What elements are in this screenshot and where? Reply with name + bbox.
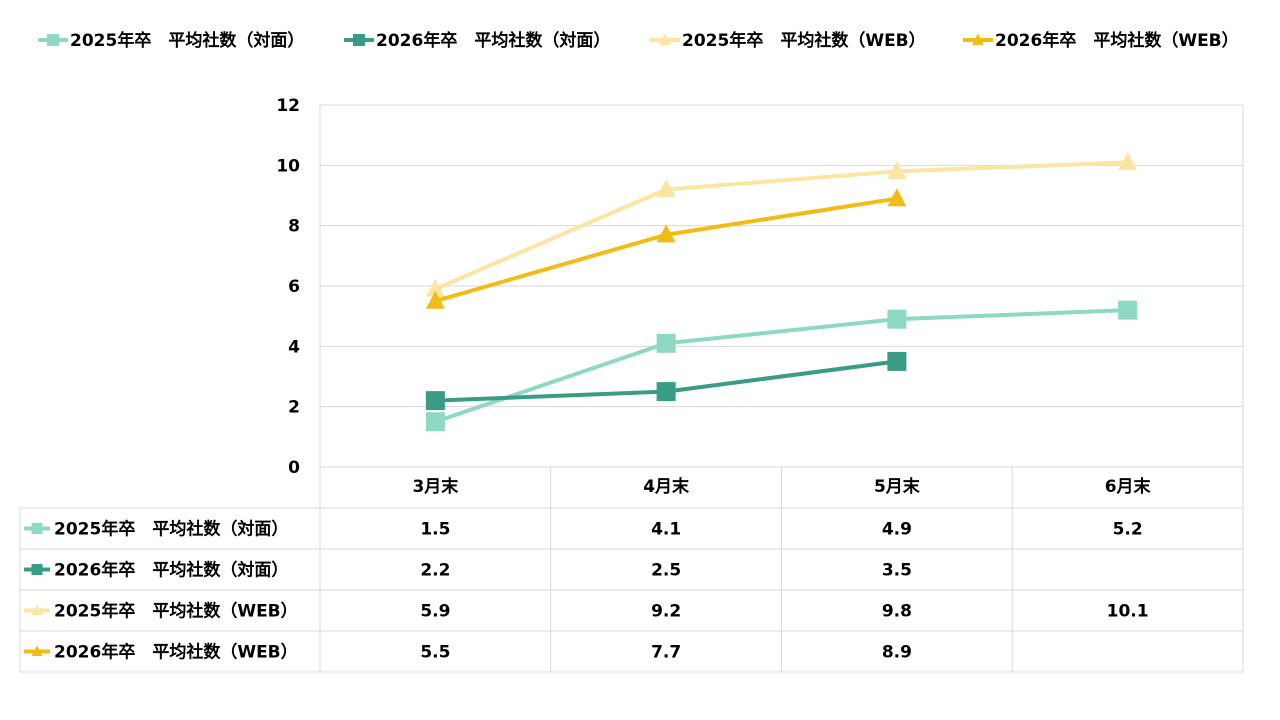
table-swatch-marker xyxy=(31,645,43,656)
y-tick-label: 10 xyxy=(276,156,300,176)
data-label: 3.5 xyxy=(882,561,912,581)
series-group xyxy=(425,351,907,411)
y-tick-label: 8 xyxy=(288,217,300,237)
data-label: 8.9 xyxy=(882,643,912,663)
y-tick-label: 0 xyxy=(288,458,300,478)
data-point xyxy=(1118,152,1138,171)
data-label: 1.5 xyxy=(420,520,450,540)
data-point xyxy=(1118,300,1138,320)
legend-label: 2025年卒 平均社数（対面） xyxy=(70,30,304,51)
legend-swatch-marker xyxy=(47,34,59,46)
data-point xyxy=(425,278,445,297)
series-line xyxy=(434,160,1128,291)
series-group xyxy=(425,188,907,309)
data-label: 5.2 xyxy=(1113,520,1143,540)
table-swatch-marker xyxy=(31,604,43,615)
data-table: 3月末 4月末 5月末 6月末 2025年卒 平均社数（対面） 1.5 4.1 4.9 5.2 2… xyxy=(19,466,1244,673)
data-label: 9.2 xyxy=(651,602,681,622)
data-label: 10.1 xyxy=(1107,602,1149,622)
table-swatch-marker xyxy=(31,564,43,575)
y-tick-label: 6 xyxy=(288,277,300,297)
y-tick-label: 4 xyxy=(288,337,300,357)
x-tick-label: 4月末 xyxy=(643,476,690,497)
legend-swatch-marker xyxy=(972,33,984,45)
series-line xyxy=(434,308,1128,424)
x-tick-label: 6月末 xyxy=(1105,476,1152,497)
table-row-label: 2025年卒 平均社数（WEB） xyxy=(54,601,298,622)
data-point xyxy=(425,412,445,432)
data-label: 7.7 xyxy=(651,643,681,663)
series-group xyxy=(425,300,1138,432)
series-group xyxy=(425,152,1138,297)
legend-label: 2025年卒 平均社数（WEB） xyxy=(682,30,926,51)
data-point xyxy=(887,351,907,371)
data-point xyxy=(656,333,676,353)
data-label: 4.1 xyxy=(651,520,681,540)
data-point xyxy=(425,391,445,411)
legend: 2025年卒 平均社数（対面） 2026年卒 平均社数（対面） 2025年卒 平均社… xyxy=(38,30,1239,51)
data-label: 2.5 xyxy=(651,561,681,581)
data-label: 9.8 xyxy=(882,602,912,622)
legend-swatch-marker xyxy=(659,33,671,45)
data-label: 4.9 xyxy=(882,520,912,540)
data-point xyxy=(887,309,907,329)
data-label: 5.9 xyxy=(420,602,450,622)
table-row-label: 2025年卒 平均社数（対面） xyxy=(54,519,288,540)
table-swatch-marker xyxy=(31,523,43,534)
legend-label: 2026年卒 平均社数（対面） xyxy=(376,30,610,51)
data-label: 5.5 xyxy=(420,643,450,663)
legend-label: 2026年卒 平均社数（WEB） xyxy=(995,30,1239,51)
x-tick-label: 5月末 xyxy=(874,476,921,497)
y-tick-label: 12 xyxy=(276,96,300,116)
data-point xyxy=(425,290,445,309)
data-point xyxy=(656,224,676,243)
data-point xyxy=(656,179,676,198)
table-row-label: 2026年卒 平均社数（対面） xyxy=(54,560,288,581)
data-point xyxy=(887,161,907,180)
legend-swatch-marker xyxy=(353,34,365,46)
data-point xyxy=(656,382,676,402)
table-row-label: 2026年卒 平均社数（WEB） xyxy=(54,642,298,663)
data-label: 2.2 xyxy=(420,561,450,581)
y-tick-label: 2 xyxy=(288,398,300,418)
x-tick-label: 3月末 xyxy=(412,476,459,497)
data-point xyxy=(887,188,907,207)
